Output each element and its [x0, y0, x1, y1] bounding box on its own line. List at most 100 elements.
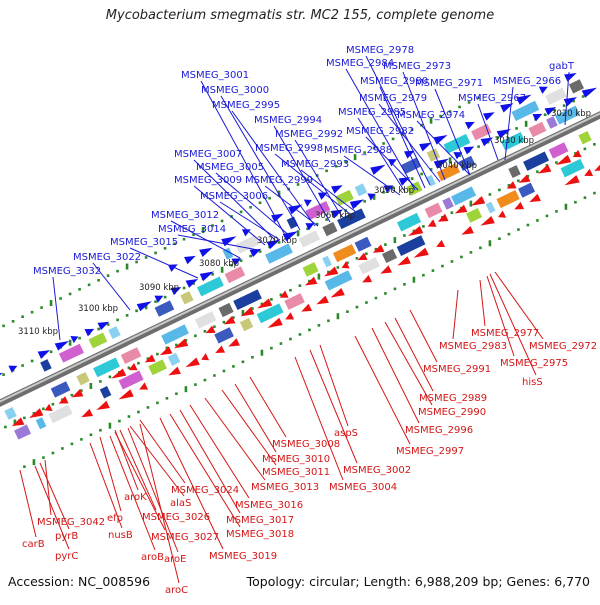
tick-dot [241, 360, 245, 364]
gene-label: MSMEG_2993 [281, 159, 349, 170]
gene-label: MSMEG_3014 [158, 224, 226, 235]
tick-dot [213, 325, 216, 329]
feature-block [218, 302, 234, 318]
tick-dot [344, 160, 347, 163]
forward-gene-arrow [266, 239, 281, 249]
reverse-gene-arrow [506, 181, 517, 189]
reverse-gene-arrow [514, 201, 525, 210]
label-leader-line [193, 159, 276, 241]
reverse-gene-arrow [144, 354, 156, 363]
label-leader-line [170, 220, 241, 259]
forward-gene-arrow [383, 185, 394, 193]
tick-dot [182, 237, 186, 241]
gene-label: MSMEG_2972 [529, 341, 597, 352]
tick-dot [32, 412, 36, 415]
forward-gene-arrow [167, 264, 178, 272]
gene-label: MSMEG_3015 [110, 237, 178, 248]
tick-dot [106, 323, 110, 326]
tick-dot [125, 314, 129, 317]
feature-block [180, 291, 194, 305]
tick-dot [346, 261, 349, 265]
feature-block [560, 158, 585, 178]
kbp-tick-label: 3090 kbp [139, 283, 179, 293]
reverse-gene-arrow [110, 368, 127, 379]
forward-gene-arrow [331, 185, 343, 194]
label-leader-line [200, 80, 286, 236]
tick-dot [23, 416, 26, 420]
tick-dot [87, 283, 91, 287]
feature-block [167, 352, 181, 366]
reverse-gene-arrow [304, 276, 318, 286]
tick-dot [175, 343, 178, 347]
tick-dot [154, 300, 157, 303]
tick-dot [469, 200, 473, 207]
feature-block [518, 182, 536, 198]
tick-dot [477, 96, 480, 100]
label-leader-line [109, 435, 156, 551]
tick-dot [382, 142, 385, 145]
tick-dot [184, 386, 188, 393]
gene-label: MSMEG_2974 [397, 110, 465, 121]
label-leader-line [127, 427, 179, 553]
forward-gene-arrow [367, 193, 376, 201]
reverse-gene-arrow [223, 316, 236, 325]
tick-dot [515, 127, 518, 130]
label-leader-line [221, 389, 277, 466]
forward-gene-arrow [403, 150, 415, 159]
gene-label: MSMEG_3019 [209, 551, 277, 562]
gene-label: MSMEG_3032 [33, 266, 101, 277]
reverse-gene-arrow [555, 154, 572, 165]
label-leader-line [343, 155, 401, 196]
tick-dot [59, 297, 62, 300]
tick-dot [146, 406, 150, 409]
reverse-gene-arrow [118, 389, 134, 400]
tick-dot [106, 274, 110, 277]
tick-dot [448, 157, 452, 164]
reverse-gene-arrow [301, 303, 313, 312]
reverse-gene-arrow [572, 149, 582, 158]
tick-dot [270, 298, 273, 301]
gene-label: MSMEG_3000 [201, 85, 269, 96]
gene-label: MSMEG_3011 [262, 467, 330, 478]
reverse-gene-arrow [436, 239, 446, 248]
tick-dot [163, 247, 167, 250]
tick-dot [469, 251, 473, 254]
tick-dot [279, 293, 283, 297]
tick-dot [194, 334, 197, 338]
feature-block [120, 347, 142, 365]
forward-gene-arrow [271, 213, 284, 223]
tick-dot [593, 191, 596, 195]
tick-dot [222, 320, 226, 324]
tick-dot [13, 419, 17, 426]
reverse-gene-arrow [518, 174, 531, 183]
forward-gene-arrow [463, 146, 475, 155]
label-leader-line [434, 88, 471, 176]
tick-dot [279, 342, 283, 345]
tick-dot [70, 393, 74, 397]
tick-dot [593, 143, 596, 146]
tick-dot [249, 205, 252, 209]
tick-dot [477, 145, 480, 148]
feature-block [305, 200, 331, 220]
kbp-tick-labels: 3020 kbp 3030 kbp 3040 kbp 3050 kbp 3060 kbp… [18, 109, 591, 337]
tick-dot [441, 264, 444, 268]
label-leader-line [99, 436, 122, 512]
tick-dot [268, 196, 271, 200]
feature-block [578, 131, 592, 145]
tick-dot [384, 243, 387, 246]
tick-dot [156, 401, 159, 405]
gene-label: MSMEG_3027 [151, 532, 219, 543]
gene-label: MSMEG_3042 [37, 517, 105, 528]
feature-block [302, 262, 319, 277]
tick-dot [203, 329, 207, 333]
forward-gene-arrow [516, 94, 532, 105]
tick-dot [258, 201, 262, 205]
tick-dot [458, 105, 461, 109]
tick-dot [572, 99, 575, 103]
tick-dot [325, 169, 328, 173]
gene-label: aroK [124, 492, 147, 503]
feature-block [426, 174, 436, 187]
reverse-gene-arrow [240, 306, 255, 317]
forward-gene-arrow [496, 128, 512, 139]
